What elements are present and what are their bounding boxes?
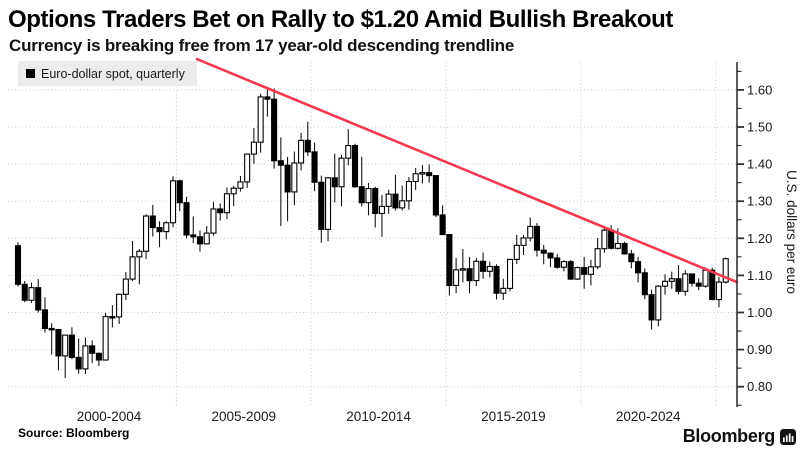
svg-text:1.40: 1.40 (747, 157, 772, 172)
svg-text:2020-2024: 2020-2024 (616, 409, 681, 424)
bloomberg-logo-text: Bloomberg (682, 426, 776, 446)
svg-text:1.00: 1.00 (747, 305, 772, 320)
legend: Euro-dollar spot, quarterly (18, 61, 197, 86)
page-title: Options Traders Bet on Rally to $1.20 Am… (8, 6, 673, 33)
svg-text:1.20: 1.20 (747, 231, 772, 246)
svg-text:0.90: 0.90 (747, 342, 772, 357)
svg-text:1.10: 1.10 (747, 268, 772, 283)
legend-swatch-icon (26, 69, 35, 78)
candles (14, 88, 729, 379)
legend-label: Euro-dollar spot, quarterly (41, 66, 185, 81)
gridlines (8, 62, 737, 406)
page-subtitle: Currency is breaking free from 17 year-o… (9, 36, 515, 55)
y-axis: 1.60 1.50 1.40 1.30 1.20 1.10 1.00 0.90 0.80 U.S.… (736, 62, 799, 407)
bloomberg-logo: Bloomberg (683, 426, 796, 447)
svg-text:2005-2009: 2005-2009 (212, 409, 277, 424)
svg-text:2000-2004: 2000-2004 (77, 409, 142, 424)
x-axis-labels: 2000-2004 2005-2009 2010-2014 2015-2019 2020… (77, 409, 681, 424)
svg-text:1.30: 1.30 (747, 194, 772, 209)
y-axis-title: U.S. dollars per euro (784, 170, 799, 294)
source-note: Source: Bloomberg (18, 426, 130, 440)
svg-text:1.60: 1.60 (747, 82, 772, 97)
svg-text:1.50: 1.50 (747, 120, 772, 135)
svg-text:0.80: 0.80 (747, 379, 772, 394)
descending-trendline (195, 57, 739, 284)
bloomberg-mark-icon (780, 428, 796, 445)
svg-text:2015-2019: 2015-2019 (481, 409, 546, 424)
svg-text:2010-2014: 2010-2014 (346, 409, 411, 424)
